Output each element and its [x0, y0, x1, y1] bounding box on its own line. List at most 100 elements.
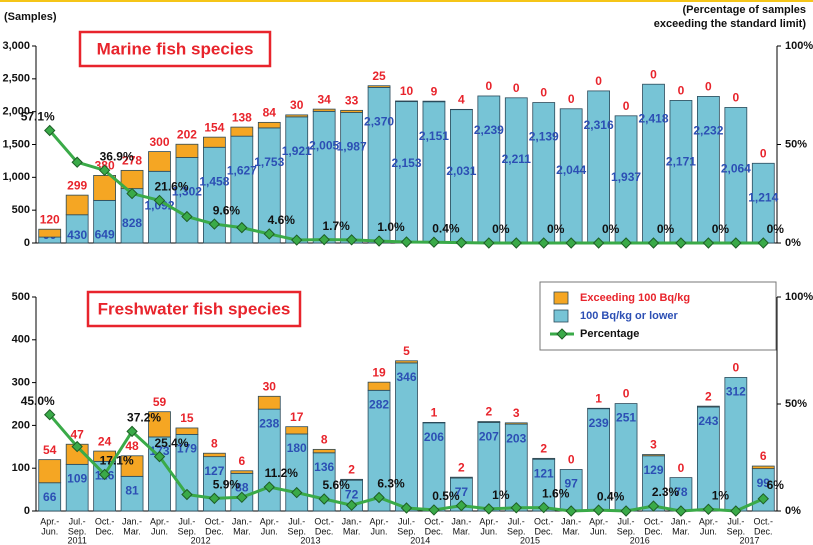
value-label: 206: [424, 430, 444, 444]
value-label: 243: [698, 414, 718, 428]
y-tick-label: 1,500: [2, 138, 30, 150]
point-label: 1%: [492, 488, 510, 502]
y2-tick-label: 100%: [785, 40, 813, 52]
y2-axis-title: (Percentage of samples: [683, 4, 807, 16]
y-tick-label: 0: [24, 505, 30, 517]
legend-swatch: [553, 309, 569, 323]
legend-box: [539, 281, 777, 351]
value-label: 2,370: [364, 115, 394, 129]
line-point: [538, 501, 550, 514]
x-tick-label: Apr.-: [699, 516, 718, 526]
point-label: 1.7%: [322, 219, 350, 233]
y-tick-label: 500: [12, 204, 30, 216]
line-point: [98, 468, 111, 481]
line-point: [757, 237, 769, 249]
point-label: 37.2%: [127, 411, 161, 425]
bar: [93, 175, 116, 201]
line-point: [538, 237, 550, 249]
point-label: 25.4%: [154, 436, 188, 450]
value-label: 59: [153, 395, 167, 409]
value-label: 2: [485, 405, 492, 419]
value-label: 0: [678, 84, 685, 98]
value-label: 0: [678, 461, 685, 475]
value-label: 180: [287, 441, 307, 455]
value-label: 5: [403, 344, 410, 358]
line-point: [702, 237, 715, 249]
value-label: 2,316: [584, 118, 614, 132]
x-tick-label: Jul.-: [69, 516, 86, 526]
value-label: 278: [122, 154, 142, 168]
x-group-label: 2016: [630, 535, 650, 545]
value-label: 1,987: [337, 140, 367, 154]
value-label: 84: [263, 106, 277, 120]
value-label: 78: [674, 485, 688, 499]
line-point: [400, 236, 413, 248]
value-label: 2,239: [474, 123, 504, 137]
line-point: [620, 505, 632, 517]
value-label: 282: [369, 397, 389, 411]
x-tick-label: Jun.: [261, 526, 278, 536]
value-label: 312: [726, 385, 746, 399]
bar: [312, 448, 336, 454]
bar: [642, 83, 665, 244]
y2-tick-label: 0%: [785, 505, 801, 517]
line-point: [592, 237, 605, 249]
x-group-label: 2011: [67, 535, 86, 545]
x-tick-label: Mar.: [453, 526, 471, 536]
value-label: 72: [345, 487, 359, 501]
line-point: [345, 499, 358, 511]
point-label: 1%: [712, 488, 730, 502]
point-label: 11.2%: [265, 466, 299, 480]
bar: [203, 136, 226, 148]
value-label: 251: [616, 411, 636, 425]
point-label: 6.3%: [377, 477, 405, 491]
bar: [477, 95, 501, 244]
value-label: 0: [568, 453, 575, 467]
line-point: [675, 505, 687, 517]
x-tick-label: Mar.: [672, 526, 690, 536]
line-point: [71, 440, 83, 453]
line-point: [208, 218, 221, 230]
line-point: [291, 486, 303, 499]
value-label: 0: [513, 81, 520, 95]
value-label: 1,753: [254, 155, 284, 169]
x-tick-label: Jan.-: [671, 516, 691, 526]
line-point: [181, 488, 193, 501]
bar: [422, 100, 446, 103]
value-label: 0: [650, 67, 657, 81]
value-label: 15: [180, 411, 194, 425]
x-tick-label: Sep.: [178, 526, 197, 536]
line-point: [647, 500, 660, 512]
line-point: [126, 425, 138, 438]
point-label: 9.6%: [213, 203, 241, 217]
value-label: 48: [125, 439, 139, 453]
value-label: 346: [396, 370, 416, 384]
x-tick-label: Oct.-: [95, 516, 115, 526]
value-label: 2,211: [502, 152, 532, 166]
y-tick-label: 0: [24, 237, 30, 249]
value-label: 120: [40, 212, 60, 226]
line-point: [702, 503, 715, 515]
bar: [285, 426, 309, 435]
point-label: 0.5%: [432, 489, 460, 503]
value-label: 54: [43, 443, 57, 457]
x-tick-label: Sep.: [68, 526, 87, 536]
x-tick-label: Jul.-: [178, 516, 195, 526]
value-label: 77: [455, 485, 469, 499]
y-tick-label: 400: [12, 334, 30, 346]
line-point: [318, 233, 330, 246]
value-label: 239: [589, 416, 609, 430]
line-point: [565, 237, 577, 249]
line-point: [483, 503, 495, 515]
point-label: 21.6%: [154, 180, 188, 194]
x-tick-label: Jul.-: [288, 516, 305, 526]
y-tick-label: 3,000: [2, 40, 30, 52]
bar: [395, 360, 418, 364]
bar: [395, 100, 418, 103]
bar: [38, 459, 62, 484]
x-group-label: 2014: [410, 535, 430, 545]
value-label: 34: [317, 92, 331, 106]
value-label: 649: [95, 228, 115, 242]
x-group-label: 2012: [191, 535, 211, 545]
point-label: 1.0%: [377, 220, 405, 234]
